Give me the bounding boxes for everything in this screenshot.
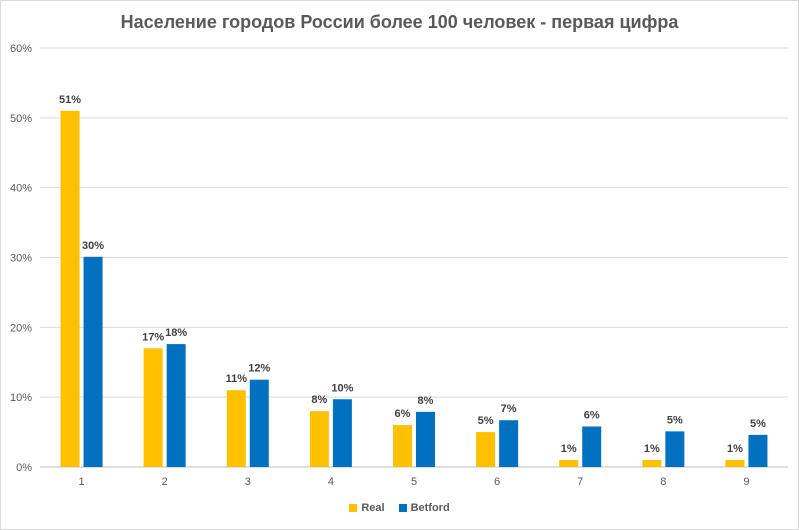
bar-real (393, 425, 412, 467)
data-label: 5% (750, 418, 766, 430)
y-tick-label: 0% (16, 462, 32, 474)
legend-swatch-betford (398, 504, 407, 512)
bar-real (309, 411, 329, 467)
y-tick-label: 40% (10, 183, 32, 195)
bar-real (725, 460, 745, 467)
y-tick-label: 20% (10, 322, 32, 334)
legend-label-betford: Betford (410, 502, 450, 514)
data-label: 10% (331, 382, 353, 394)
bar-real (559, 460, 579, 467)
data-label: 30% (82, 240, 104, 252)
bar-betford (332, 399, 352, 467)
data-label: 1% (561, 443, 577, 455)
data-label: 51% (59, 94, 81, 106)
data-label: 7% (501, 403, 517, 415)
bar-real (143, 348, 163, 467)
legend: Real Betford (0, 502, 799, 514)
bar-real (642, 460, 662, 467)
x-tick-label: 5 (411, 476, 417, 488)
bar-betford (249, 379, 269, 467)
x-tick-label: 8 (660, 476, 666, 488)
chart-title: Население городов России более 100 челов… (120, 12, 679, 32)
bar-betford (582, 426, 602, 467)
data-label: 8% (418, 395, 434, 407)
x-tick-label: 3 (245, 476, 251, 488)
legend-swatch-real (349, 504, 358, 512)
bar-betford (166, 344, 186, 467)
data-label: 12% (248, 363, 270, 375)
data-label: 11% (226, 373, 248, 385)
y-tick-label: 30% (10, 253, 32, 265)
bar-real (226, 390, 246, 467)
data-label: 6% (395, 408, 411, 420)
bar-real (476, 432, 496, 467)
bar-betford (499, 420, 519, 467)
x-tick-label: 9 (743, 476, 749, 488)
data-label: 17% (142, 331, 164, 343)
legend-label-real: Real (361, 502, 385, 514)
data-label: 1% (644, 443, 660, 455)
bar-betford (416, 411, 435, 467)
x-tick-label: 1 (78, 476, 84, 488)
data-label: 18% (165, 327, 187, 339)
y-tick-label: 50% (10, 113, 32, 125)
y-tick-label: 10% (10, 392, 32, 404)
data-label: 6% (584, 409, 600, 421)
data-label: 1% (727, 443, 743, 455)
data-label: 8% (311, 394, 327, 406)
data-label: 5% (667, 414, 683, 426)
bar-betford (748, 434, 768, 467)
bar-real (60, 110, 80, 467)
y-tick-label: 60% (10, 43, 32, 55)
x-tick-label: 2 (162, 476, 168, 488)
legend-item-betford: Betford (398, 502, 450, 514)
x-tick-label: 7 (577, 476, 583, 488)
x-tick-label: 4 (328, 476, 334, 488)
bar-betford (83, 256, 103, 467)
data-label: 5% (478, 415, 494, 427)
bar-betford (665, 431, 685, 467)
x-tick-label: 6 (494, 476, 500, 488)
legend-item-real: Real (349, 502, 385, 514)
